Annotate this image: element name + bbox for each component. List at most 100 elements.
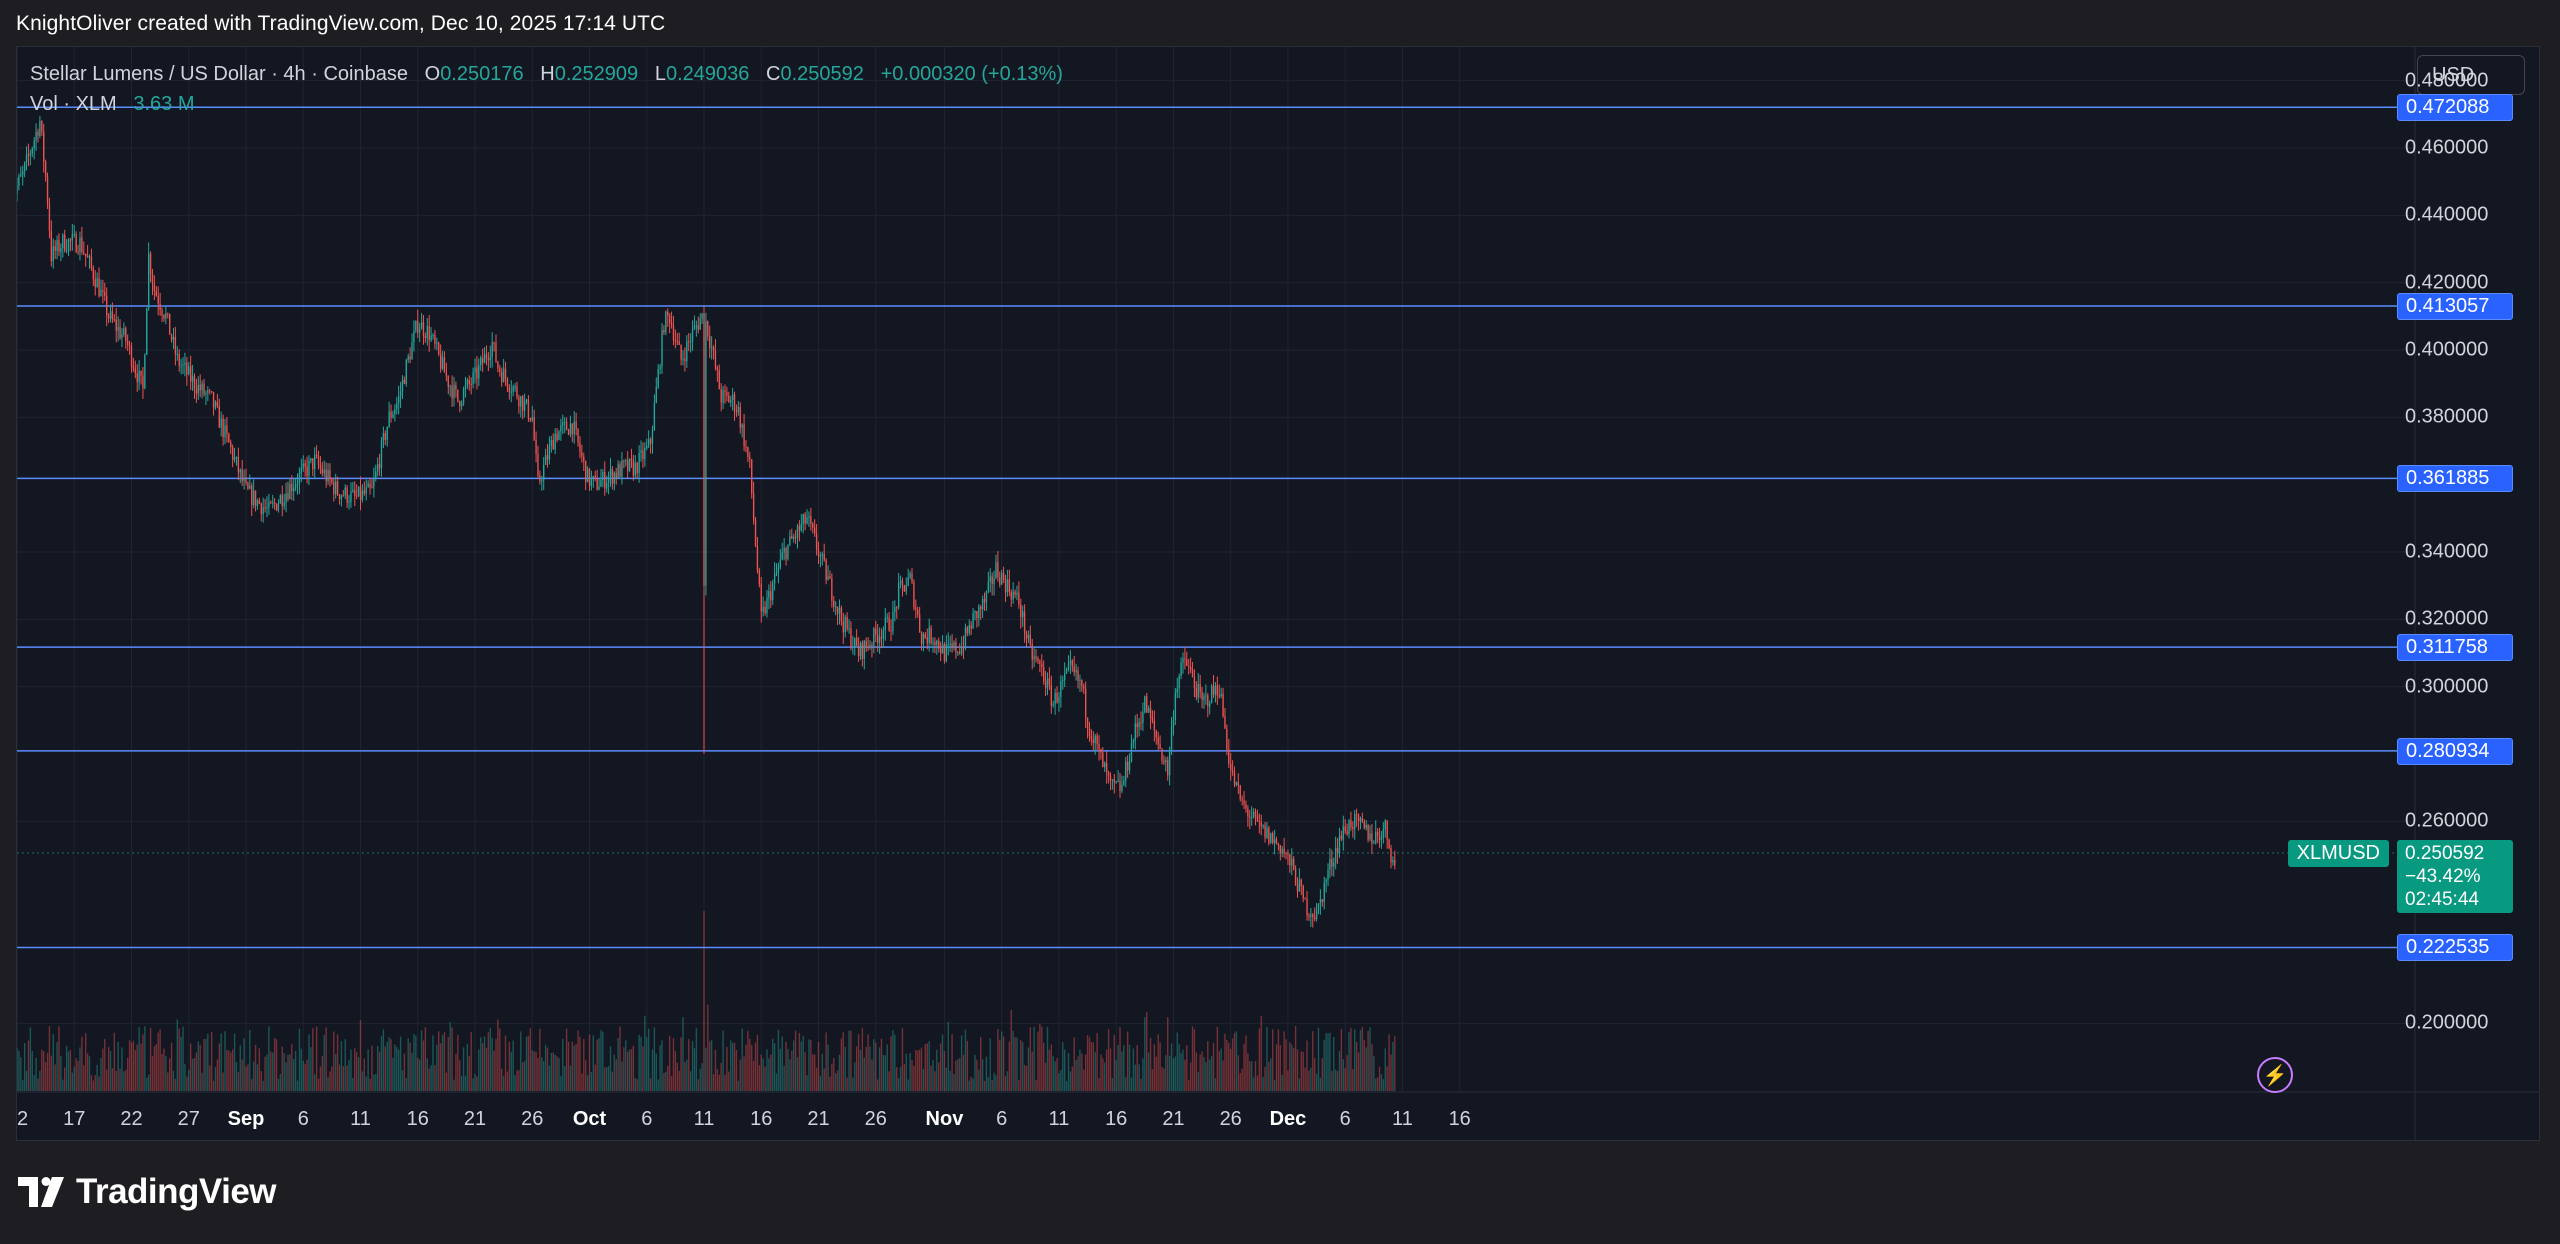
candle-body (861, 642, 864, 659)
candle (1230, 752, 1232, 781)
candle (1363, 819, 1365, 830)
candle-body (1123, 780, 1125, 785)
volume-bar (1354, 1029, 1356, 1091)
volume-bar (651, 1049, 654, 1091)
volume-bar (369, 1078, 371, 1091)
lightning-icon[interactable]: ⚡ (2257, 1057, 2293, 1093)
volume-bar (907, 1079, 909, 1091)
candle-body (827, 576, 829, 581)
price-tick-label: 0.300000 (2405, 675, 2489, 698)
volume-bar (172, 1070, 175, 1091)
legend-volume-label[interactable]: Vol · XLM (30, 93, 117, 115)
candle-body (749, 456, 751, 460)
candle-body (331, 479, 333, 483)
volume-bar (1023, 1064, 1026, 1091)
candle-body (491, 342, 493, 357)
volume-bar (989, 1038, 991, 1091)
candle-body (1266, 827, 1268, 838)
candle (151, 268, 154, 296)
candle (480, 355, 482, 371)
volume-bar (77, 1060, 79, 1091)
candle (275, 503, 278, 512)
candle-body (172, 336, 175, 340)
candle (90, 248, 93, 272)
volume-bar (1275, 1044, 1278, 1091)
candle-body (1394, 859, 1396, 866)
volume-bar (457, 1034, 459, 1091)
currency-button[interactable]: USD (2417, 55, 2525, 95)
candle (199, 374, 201, 398)
candle (52, 238, 54, 269)
candle (728, 391, 730, 403)
candle (623, 459, 625, 469)
candle (680, 344, 682, 366)
volume-bar (714, 1049, 717, 1091)
candle-body (1001, 572, 1003, 585)
candle (98, 267, 100, 298)
candle (1285, 851, 1287, 860)
volume-bar (262, 1080, 264, 1091)
candle (953, 640, 955, 651)
candle-body (48, 203, 51, 232)
candle-body (543, 464, 545, 481)
candle-body (1254, 811, 1257, 815)
candle (1273, 829, 1276, 855)
candle (460, 400, 463, 411)
volume-bar (493, 1050, 495, 1091)
volume-bar (823, 1068, 825, 1091)
candle-body (775, 572, 778, 574)
candle-body (836, 606, 839, 614)
candle-body (1319, 899, 1322, 904)
candle (672, 315, 675, 346)
volume-bar (75, 1058, 77, 1091)
volume-bar (1338, 1050, 1341, 1091)
volume-bar (1029, 1027, 1032, 1091)
candle (386, 426, 388, 447)
volume-bar (470, 1032, 472, 1091)
time-tick-label: 6 (297, 1108, 309, 1130)
candle-body (1218, 695, 1220, 697)
tradingview-logo[interactable]: TradingView (18, 1172, 277, 1212)
volume-bar (831, 1063, 833, 1091)
volume-bar (1319, 1077, 1322, 1091)
candle (247, 481, 249, 491)
candle (1182, 652, 1184, 674)
candle (83, 241, 85, 256)
candle (329, 463, 331, 487)
volume-bar (1298, 1078, 1301, 1091)
volume-bar (403, 1053, 406, 1091)
candle-body (586, 468, 589, 483)
chart-panel[interactable]: Stellar Lumens / US Dollar · 4h · Coinba… (16, 46, 2540, 1141)
candlestick-chart[interactable] (17, 47, 2539, 1140)
volume-bar (1224, 1033, 1226, 1091)
candle (235, 456, 238, 466)
volume-bar (1251, 1061, 1253, 1091)
volume-bar (460, 1075, 463, 1091)
candle-body (117, 326, 119, 331)
candle (720, 383, 722, 412)
candle-body (1214, 685, 1217, 695)
volume-bar (1084, 1054, 1087, 1091)
candle (144, 353, 146, 390)
volume-bar (1226, 1039, 1228, 1091)
candle (691, 320, 694, 351)
candle (751, 459, 753, 499)
volume-bar (1384, 1048, 1386, 1091)
candle (1163, 755, 1165, 766)
current-price-change: −43.42% (2405, 866, 2481, 887)
candle (1065, 667, 1068, 674)
volume-bar (779, 1048, 782, 1091)
candle (123, 322, 125, 337)
legend-symbol[interactable]: Stellar Lumens / US Dollar · 4h · Coinba… (30, 63, 408, 85)
candle (384, 430, 386, 446)
candle (373, 467, 375, 498)
candle-body (359, 486, 362, 500)
candle-body (911, 573, 913, 583)
candle (468, 375, 470, 391)
candle (159, 292, 161, 316)
volume-bar (720, 1062, 722, 1091)
candle-body (125, 328, 127, 341)
candle (231, 444, 234, 468)
candle-body (1063, 673, 1066, 681)
candle-body (1292, 858, 1295, 869)
